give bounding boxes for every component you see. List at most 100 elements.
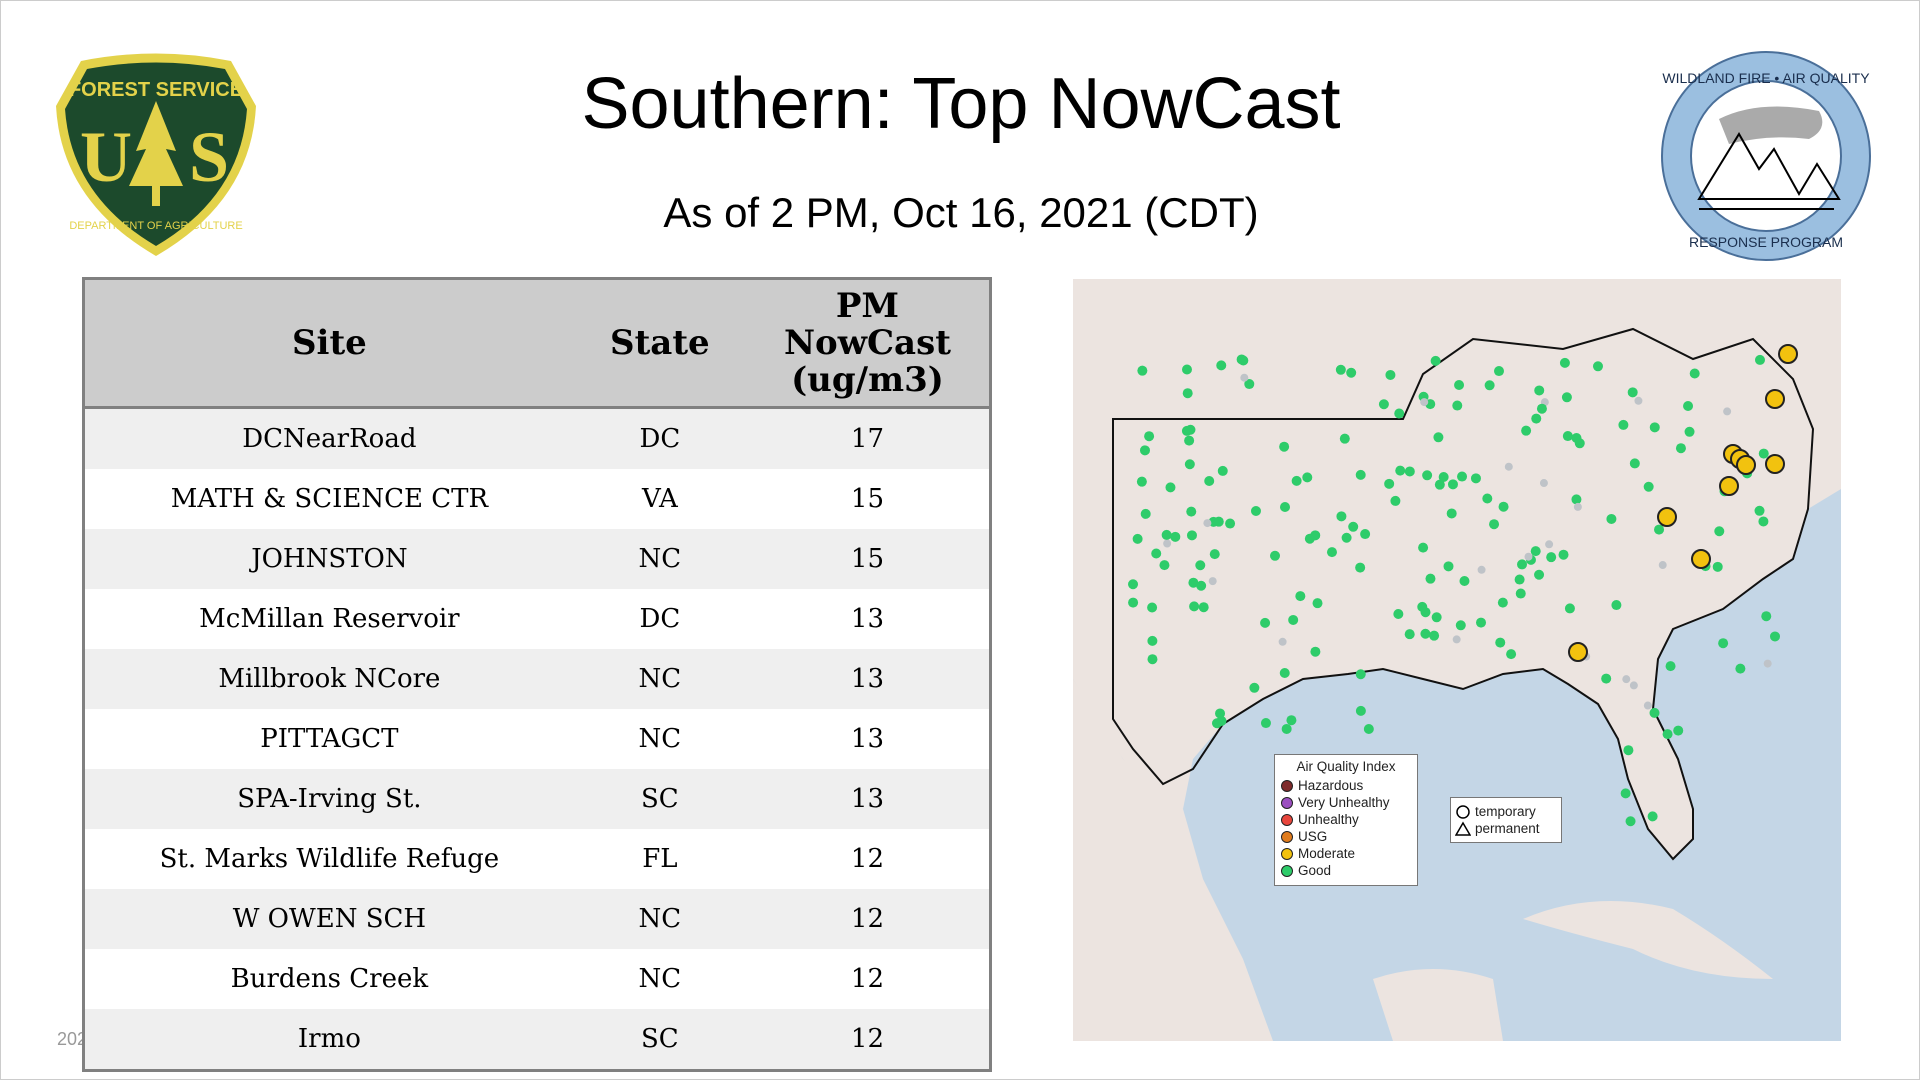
legend-swatch (1281, 779, 1293, 792)
legend-permanent: permanent (1455, 820, 1557, 837)
table-row: DCNearRoad DC 17 (83, 407, 991, 469)
monitor-marker-good (1446, 508, 1457, 519)
monitor-marker-good (1346, 367, 1357, 378)
legend-label: Very Unhealthy (1298, 795, 1390, 810)
monitor-marker-good (1302, 472, 1313, 483)
monitor-marker-good (1601, 673, 1612, 684)
monitor-marker-good (1151, 548, 1162, 559)
monitor-marker-good (1482, 493, 1493, 504)
monitor-marker-good (1165, 482, 1176, 493)
monitor-marker-good (1159, 560, 1170, 571)
cell-site: St. Marks Wildlife Refuge (159, 844, 500, 874)
monitor-marker-good (1515, 588, 1526, 599)
site-type-legend: temporary permanent (1450, 797, 1562, 843)
table-row: McMillan Reservoir DC 13 (84, 589, 991, 649)
legend-swatch (1281, 864, 1293, 877)
cell-site: MATH & SCIENCE CTR (170, 484, 489, 514)
wildland-fire-air-quality-logo: WILDLAND FIRE • AIR QUALITY RESPONSE PRO… (1661, 51, 1871, 261)
monitor-marker-good (1627, 387, 1638, 398)
monitor-marker-good (1216, 715, 1227, 726)
monitor-marker-good (1574, 438, 1585, 449)
cell-state: FL (642, 844, 678, 874)
cell-state: SC (573, 769, 746, 829)
monitor-marker-good (1186, 506, 1197, 517)
monitor-marker-good (1629, 681, 1638, 690)
monitor-marker-good (1438, 472, 1449, 483)
monitor-marker-good (1189, 601, 1200, 612)
monitor-marker-good (1385, 369, 1396, 380)
monitor-marker-moderate (1765, 389, 1785, 409)
cell-state: DC (573, 407, 746, 469)
monitor-marker-good (1643, 481, 1654, 492)
monitor-marker-good (1649, 707, 1660, 718)
monitor-marker-good (1279, 667, 1290, 678)
monitor-marker-good (1250, 506, 1261, 517)
legend-item: Very Unhealthy (1281, 794, 1411, 811)
monitor-marker-good (1625, 816, 1636, 827)
monitor-marker-good (1128, 579, 1139, 590)
monitor-marker-good (1434, 479, 1445, 490)
monitor-marker-good (1204, 475, 1215, 486)
monitor-marker-moderate (1568, 642, 1588, 662)
monitor-marker-good (1217, 465, 1228, 476)
col-pm-nowcast: PM NowCast (ug/m3) (745, 278, 991, 409)
table-row: JOHNSTON NC 15 (83, 529, 991, 589)
monitor-marker-good (1654, 524, 1665, 535)
monitor-marker-good (1186, 530, 1197, 541)
monitor-marker-good (1484, 380, 1495, 391)
table-row: Irmo SC 12 (83, 1009, 991, 1071)
cell-pm-nowcast: 13 (850, 724, 884, 754)
monitor-marker-good (1459, 576, 1470, 587)
monitor-marker-good (1249, 682, 1260, 693)
monitor-marker-good (1564, 603, 1575, 614)
aqi-legend: Air Quality Index Hazardous Very Unhealth… (1274, 754, 1418, 886)
monitor-marker-good (1420, 398, 1429, 407)
monitor-marker-good (1336, 511, 1347, 522)
monitor-marker-good (1521, 425, 1532, 436)
monitor-marker-good (1718, 638, 1729, 649)
monitor-marker-good (1430, 355, 1441, 366)
monitor-marker-good (1161, 529, 1172, 540)
monitor-marker-moderate (1736, 455, 1756, 475)
monitor-marker-good (1455, 620, 1466, 631)
legend-swatch (1281, 813, 1293, 826)
circle-icon (1456, 804, 1470, 819)
monitor-marker-good (1712, 561, 1723, 572)
monitor-marker-good (1215, 708, 1226, 719)
monitor-marker-good (1735, 663, 1746, 674)
monitor-marker-good (1539, 479, 1548, 488)
monitor-marker-good (1770, 631, 1781, 642)
cell-site: McMillan Reservoir (199, 604, 460, 634)
forest-service-logo: FOREST SERVICE U S DEPARTMENT OF AGRICUL… (56, 53, 256, 256)
monitor-marker-good (1622, 675, 1631, 684)
monitor-marker-good (1454, 380, 1465, 391)
monitor-marker-good (1431, 612, 1442, 623)
monitor-marker-good (1404, 629, 1415, 640)
monitor-marker-good (1420, 628, 1431, 639)
monitor-marker-good (1489, 519, 1500, 530)
monitor-marker-good (1394, 408, 1405, 419)
col-site: Site (83, 278, 574, 409)
monitor-marker-good (1216, 360, 1227, 371)
cell-site: W OWEN SCH (83, 889, 574, 949)
page-title: Southern: Top NowCast (581, 64, 1341, 144)
monitor-marker-good (1363, 723, 1374, 734)
monitor-marker-good (1623, 745, 1634, 756)
monitor-marker-good (1182, 388, 1193, 399)
cell-state: VA (641, 484, 678, 514)
monitor-marker-good (1761, 611, 1772, 622)
table-row: SPA-Irving St. SC 13 (83, 769, 991, 829)
monitor-marker-good (1443, 561, 1454, 572)
col-state: State (573, 278, 746, 409)
legend-label: Unhealthy (1298, 812, 1359, 827)
monitor-marker-good (1723, 407, 1732, 416)
legend-swatch (1281, 830, 1293, 843)
monitor-marker-good (1279, 441, 1290, 452)
region-outline (1112, 327, 1815, 861)
monitor-marker-good (1184, 435, 1195, 446)
monitor-marker-good (1137, 365, 1148, 376)
monitor-marker-good (1163, 539, 1172, 548)
svg-text:S: S (189, 117, 229, 197)
table-row: MATH & SCIENCE CTR VA 15 (84, 469, 991, 529)
monitor-marker-good (1280, 502, 1291, 513)
